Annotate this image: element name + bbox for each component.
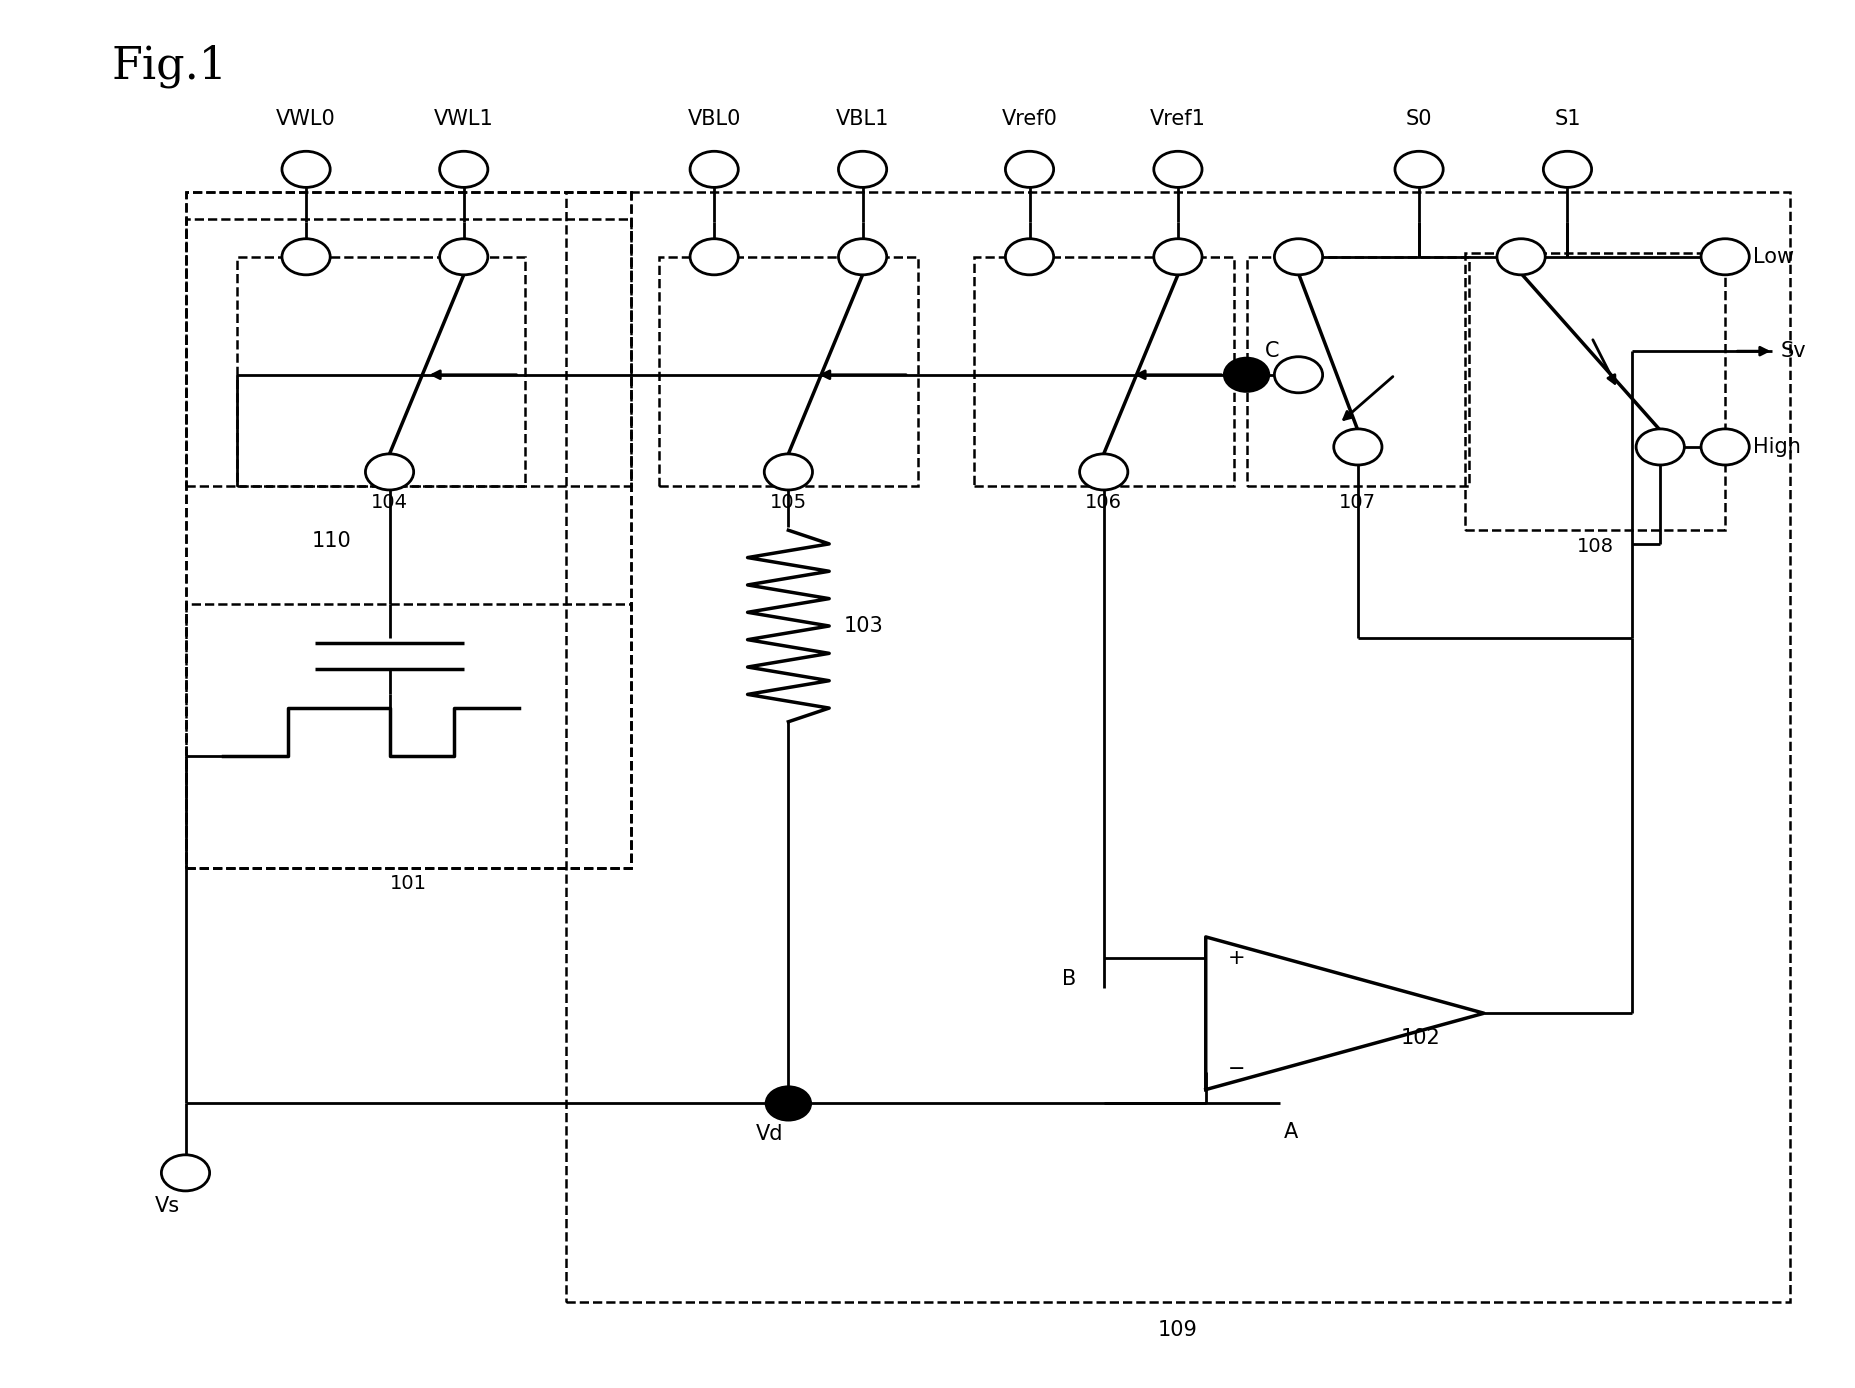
Text: 102: 102	[1401, 1029, 1439, 1048]
Bar	[186, 192, 631, 868]
Circle shape	[1154, 239, 1202, 275]
Circle shape	[1334, 429, 1382, 465]
Text: 101: 101	[390, 874, 427, 894]
Text: Fig.1: Fig.1	[111, 44, 228, 87]
Circle shape	[1005, 239, 1054, 275]
Circle shape	[1497, 239, 1545, 275]
Circle shape	[365, 454, 414, 490]
Text: S1: S1	[1554, 110, 1580, 129]
Circle shape	[1636, 429, 1684, 465]
Text: Vs: Vs	[154, 1196, 180, 1216]
Text: VBL1: VBL1	[837, 110, 889, 129]
Circle shape	[1224, 358, 1269, 391]
Text: 104: 104	[371, 493, 408, 512]
Bar	[659, 257, 918, 486]
Circle shape	[690, 151, 738, 187]
Text: 106: 106	[1085, 493, 1122, 512]
Bar	[1465, 253, 1725, 530]
Text: VBL0: VBL0	[688, 110, 740, 129]
Circle shape	[1395, 151, 1443, 187]
Circle shape	[1701, 239, 1749, 275]
Text: High: High	[1753, 437, 1801, 457]
Text: B: B	[1061, 969, 1076, 988]
Bar	[566, 192, 1790, 1302]
Circle shape	[766, 1087, 811, 1120]
Text: Vref1: Vref1	[1150, 110, 1206, 129]
Text: Sv: Sv	[1781, 341, 1807, 361]
Text: 105: 105	[770, 493, 807, 512]
Text: 109: 109	[1158, 1320, 1198, 1339]
Text: C: C	[1265, 341, 1280, 361]
Bar	[1247, 257, 1469, 486]
Bar	[974, 257, 1234, 486]
Circle shape	[1005, 151, 1054, 187]
Circle shape	[764, 454, 812, 490]
Text: VWL0: VWL0	[276, 110, 336, 129]
Text: Low: Low	[1753, 247, 1794, 266]
Circle shape	[1543, 151, 1592, 187]
Text: 103: 103	[844, 616, 883, 636]
Text: VWL1: VWL1	[434, 110, 493, 129]
Circle shape	[440, 239, 488, 275]
Text: Vref0: Vref0	[1002, 110, 1057, 129]
Text: −: −	[1228, 1059, 1245, 1078]
Circle shape	[282, 151, 330, 187]
Circle shape	[1080, 454, 1128, 490]
Circle shape	[838, 151, 887, 187]
Circle shape	[161, 1155, 210, 1191]
Text: 108: 108	[1577, 537, 1614, 557]
Circle shape	[1701, 429, 1749, 465]
Text: 107: 107	[1339, 493, 1376, 512]
Circle shape	[838, 239, 887, 275]
Bar	[186, 192, 631, 868]
Circle shape	[1274, 239, 1323, 275]
Text: S0: S0	[1406, 110, 1432, 129]
Circle shape	[690, 239, 738, 275]
Text: A: A	[1284, 1122, 1298, 1141]
Bar	[186, 604, 631, 868]
Circle shape	[1274, 357, 1323, 393]
Bar	[237, 257, 525, 486]
Text: +: +	[1228, 948, 1247, 967]
Bar	[186, 219, 631, 486]
Circle shape	[440, 151, 488, 187]
Text: 110: 110	[312, 532, 351, 551]
Circle shape	[1154, 151, 1202, 187]
Text: Vd: Vd	[757, 1124, 783, 1144]
Circle shape	[282, 239, 330, 275]
